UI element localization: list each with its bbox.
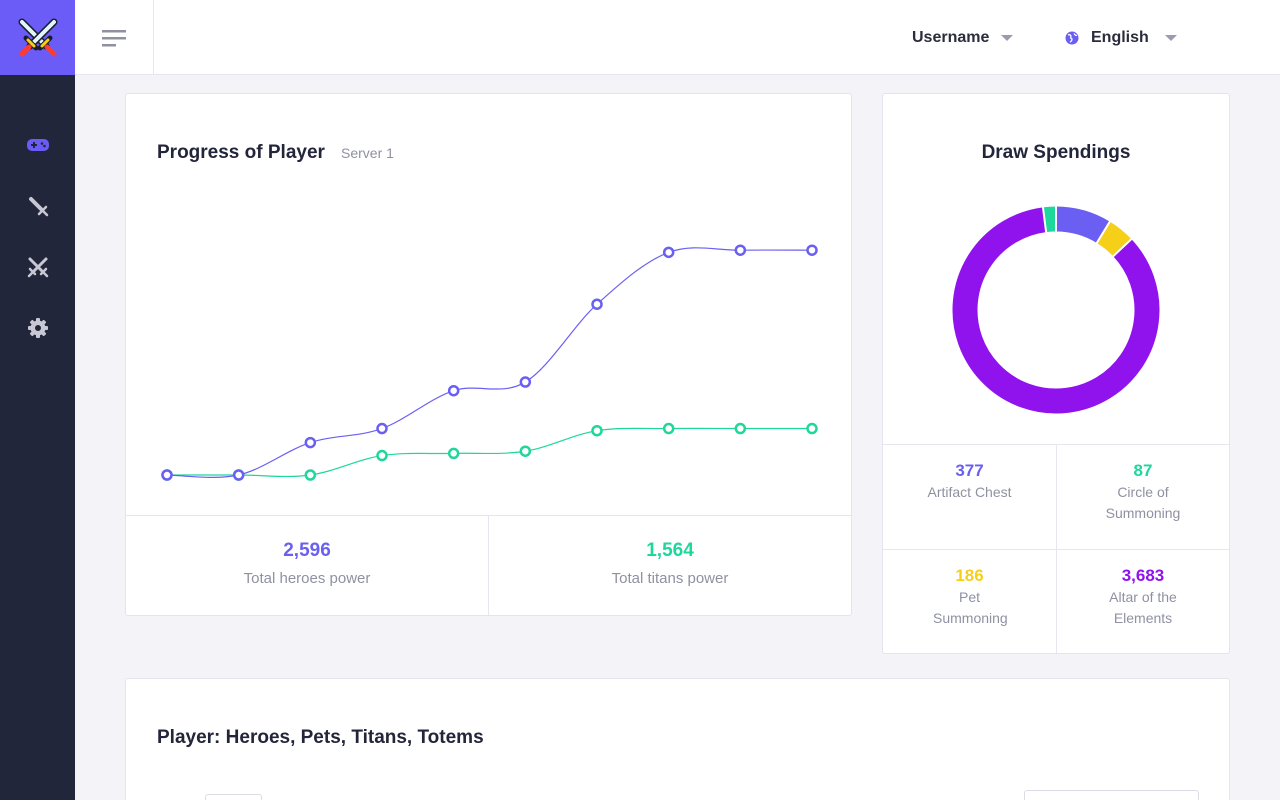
donut-slice-pet-summoning[interactable] — [1096, 221, 1132, 257]
titans-power-value: 1,564 — [646, 540, 694, 561]
chevron-down-icon — [1001, 34, 1014, 41]
circle-of-summoning-value: 87 — [1133, 461, 1153, 480]
data-point-heroes[interactable] — [734, 244, 747, 256]
artifact-chest-value: 377 — [955, 461, 984, 480]
pet-summoning-label: Pet Summoning — [933, 589, 1008, 626]
pet-summoning-value: 186 — [955, 566, 984, 585]
circle-of-summoning-stat: 87 Circle of Summoning — [1057, 461, 1229, 524]
page-size-select[interactable] — [205, 794, 262, 800]
user-dropdown[interactable]: Username — [912, 0, 1014, 75]
data-point-titans[interactable] — [734, 422, 747, 435]
heroes-power-label: Total heroes power — [243, 570, 371, 587]
donut-separator — [1041, 206, 1048, 234]
chevron-down-icon — [1164, 34, 1177, 41]
series-line-titans — [167, 427, 812, 478]
username-label: Username — [912, 28, 990, 46]
donut-slice-circle-of-summoning[interactable] — [1042, 206, 1057, 233]
data-point-heroes[interactable] — [304, 436, 317, 449]
menu-toggle-button[interactable] — [75, 0, 154, 75]
app-logo[interactable] — [0, 0, 75, 75]
divider — [1056, 445, 1057, 653]
language-label: English — [1091, 28, 1149, 46]
progress-title: Progress of Player — [157, 142, 325, 163]
data-point-titans[interactable] — [662, 422, 675, 435]
sidebar-item-gamepad[interactable] — [0, 125, 75, 165]
donut-slice-artifact-chest[interactable] — [1055, 206, 1110, 244]
gamepad-icon — [26, 139, 49, 151]
data-point-heroes[interactable] — [376, 422, 388, 435]
draw-spendings-donut-chart — [952, 205, 1160, 414]
draw-spendings-card: Draw Spendings 377 Artifact Chest 87 Cir… — [882, 93, 1230, 654]
sidebar-item-sword[interactable] — [0, 186, 75, 226]
circle-of-summoning-label: Circle of Summoning — [1105, 484, 1181, 521]
search-input[interactable] — [1024, 790, 1199, 800]
data-point-heroes[interactable] — [806, 244, 818, 256]
roster-card: Player: Heroes, Pets, Titans, Totems — [125, 678, 1230, 800]
data-point-heroes[interactable] — [591, 298, 603, 310]
hamburger-icon — [102, 29, 126, 46]
data-point-heroes[interactable] — [519, 376, 532, 388]
gear-icon — [27, 318, 48, 338]
data-point-heroes[interactable] — [232, 469, 245, 481]
data-point-heroes[interactable] — [447, 384, 460, 397]
data-point-heroes[interactable] — [161, 469, 173, 481]
crossed-swords-icon — [27, 257, 48, 278]
sidebar-item-battle[interactable] — [0, 247, 75, 287]
altar-of-elements-value: 3,683 — [1121, 566, 1165, 585]
artifact-chest-label: Artifact Chest — [927, 484, 1012, 500]
titans-power-label: Total titans power — [611, 570, 729, 587]
sidebar — [0, 0, 75, 800]
heroes-power-stat: 2,596 Total heroes power — [126, 540, 488, 589]
data-point-heroes[interactable] — [662, 246, 675, 259]
donut-separator — [1095, 220, 1112, 245]
data-point-titans[interactable] — [304, 469, 317, 481]
altar-of-elements-stat: 3,683 Altar of the Elements — [1057, 566, 1229, 629]
top-bar: Username English — [75, 0, 1280, 75]
data-point-titans[interactable] — [376, 449, 388, 462]
sword-icon — [28, 197, 48, 217]
data-point-titans[interactable] — [519, 445, 532, 457]
crossed-swords-logo-icon — [18, 18, 57, 56]
donut-slice-altar-of-the-elements[interactable] — [952, 207, 1160, 414]
data-point-titans[interactable] — [806, 422, 818, 435]
data-point-titans[interactable] — [447, 447, 460, 460]
roster-title: Player: Heroes, Pets, Titans, Totems — [157, 727, 484, 748]
titans-power-stat: 1,564 Total titans power — [489, 540, 851, 589]
sidebar-item-settings[interactable] — [0, 308, 75, 348]
heroes-power-value: 2,596 — [283, 540, 331, 561]
language-dropdown[interactable]: English — [1065, 0, 1177, 75]
divider — [883, 444, 1229, 445]
divider — [488, 516, 489, 615]
data-point-titans[interactable] — [591, 424, 603, 437]
artifact-chest-stat: 377 Artifact Chest — [883, 461, 1056, 503]
progress-line-chart — [161, 244, 818, 481]
divider — [126, 515, 851, 516]
pet-summoning-stat: 186 Pet Summoning — [883, 566, 1056, 629]
progress-card: Progress of Player Server 1 2,596 Total … — [125, 93, 852, 616]
donut-separator — [1111, 237, 1133, 258]
altar-of-elements-label: Altar of the Elements — [1109, 589, 1177, 626]
progress-subtitle: Server 1 — [341, 145, 394, 161]
series-line-heroes — [166, 247, 813, 479]
draw-spendings-title: Draw Spendings — [981, 142, 1131, 163]
globe-icon — [1065, 31, 1079, 44]
